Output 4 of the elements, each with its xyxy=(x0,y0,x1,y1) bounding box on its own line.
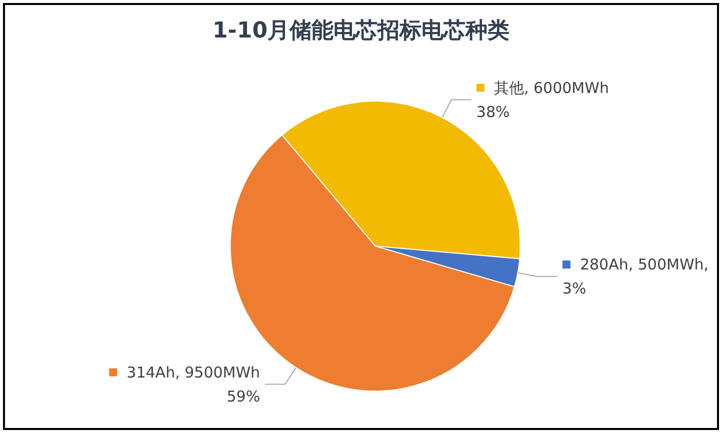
legend-label: 314Ah, 9500MWh 59% xyxy=(117,363,260,406)
legend-label: 其他, 6000MWh 38% xyxy=(476,78,609,121)
legend-label: 280Ah, 500MWh, 3% xyxy=(562,256,709,298)
chart-title: 1-10月储能电芯招标电芯种类 xyxy=(212,18,510,44)
